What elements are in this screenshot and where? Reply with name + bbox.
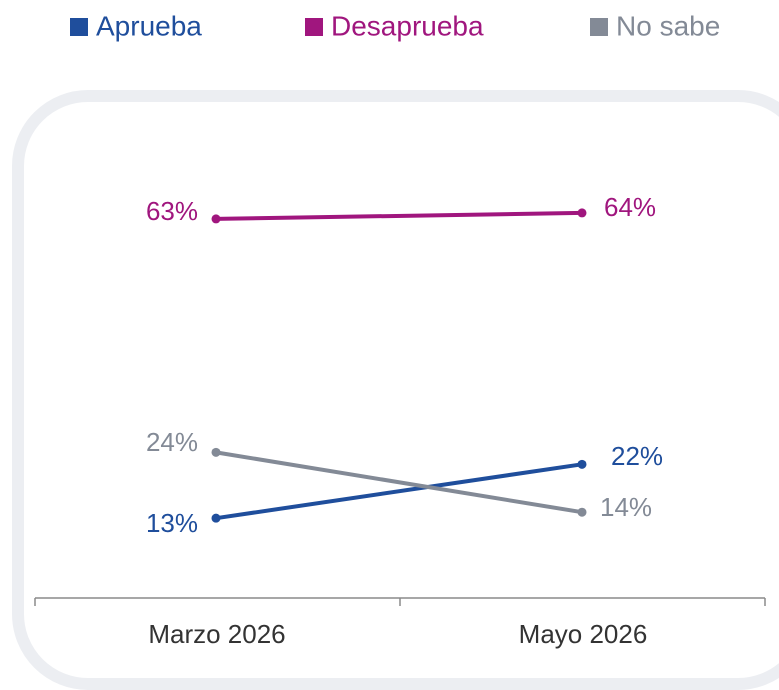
data-label: 64% xyxy=(604,192,656,222)
point xyxy=(577,507,587,517)
point xyxy=(211,447,221,457)
series-line xyxy=(215,462,583,521)
legend-swatch xyxy=(590,18,608,36)
point xyxy=(211,214,221,224)
data-label: 13% xyxy=(146,508,198,538)
legend-label: No sabe xyxy=(616,10,720,41)
series-line xyxy=(215,210,583,221)
point xyxy=(577,208,587,218)
data-label: 24% xyxy=(146,427,198,457)
series-line xyxy=(215,450,583,515)
legend-swatch xyxy=(70,18,88,36)
data-label: 63% xyxy=(146,196,198,226)
data-label: 22% xyxy=(611,441,663,471)
legend-label: Desaprueba xyxy=(331,10,484,41)
legend-label: Aprueba xyxy=(96,10,202,41)
legend-swatch xyxy=(305,18,323,36)
point xyxy=(211,513,221,523)
x-tick-label: Mayo 2026 xyxy=(519,619,648,649)
panel xyxy=(12,90,779,690)
x-tick-label: Marzo 2026 xyxy=(148,619,285,649)
point xyxy=(577,459,587,469)
data-label: 14% xyxy=(600,492,652,522)
